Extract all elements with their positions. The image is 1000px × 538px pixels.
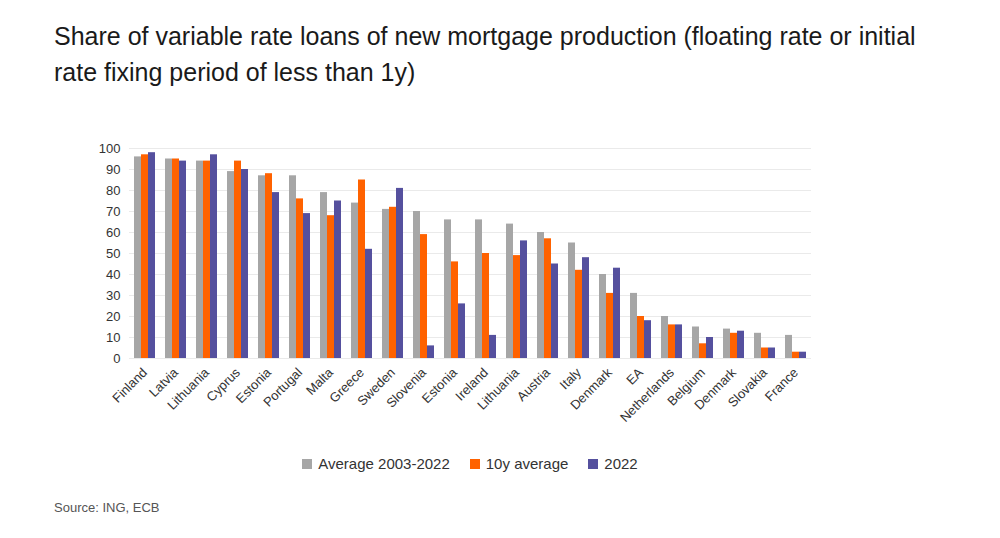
svg-text:Slovakia: Slovakia — [725, 364, 771, 410]
html-text:2022: 2022 — [604, 455, 638, 472]
html-text:Source: ING, ECB: Source: ING, ECB — [54, 500, 160, 515]
svg-text:Denmark: Denmark — [567, 364, 615, 412]
svg-text:30: 30 — [106, 288, 120, 303]
svg-text:Lithuania: Lithuania — [474, 364, 522, 412]
svg-text:0: 0 — [113, 351, 120, 366]
svg-text:Portugal: Portugal — [260, 365, 305, 410]
svg-text:50: 50 — [106, 246, 120, 261]
svg-text:France: France — [762, 365, 801, 404]
svg-text:Cyprus: Cyprus — [203, 364, 244, 405]
svg-text:Slovenia: Slovenia — [383, 364, 429, 410]
svg-text:EA: EA — [623, 365, 646, 388]
svg-text:Italy: Italy — [556, 364, 585, 393]
svg-text:90: 90 — [106, 162, 120, 177]
svg-text:100: 100 — [99, 141, 121, 156]
html-text:10y average: 10y average — [485, 455, 569, 472]
svg-text:Denmark: Denmark — [691, 364, 740, 413]
svg-text:Sweden: Sweden — [354, 364, 399, 409]
svg-text:Austria: Austria — [514, 364, 554, 404]
html-text:Average 2003-2022: Average 2003-2022 — [318, 455, 450, 472]
svg-text:Belgium: Belgium — [664, 364, 709, 409]
svg-text:Ireland: Ireland — [452, 364, 492, 404]
svg-text:Lithuania: Lithuania — [164, 364, 212, 412]
svg-text:80: 80 — [106, 183, 120, 198]
svg-text:Finland: Finland — [109, 365, 150, 406]
svg-text:Latvia: Latvia — [145, 364, 182, 400]
html-text:Share of variable rate loans o: Share of variable rate loans of new mort… — [54, 22, 916, 86]
svg-text:70: 70 — [106, 204, 120, 219]
svg-text:Estonia: Estonia — [419, 364, 461, 406]
svg-text:20: 20 — [106, 309, 120, 324]
svg-text:10: 10 — [106, 330, 120, 345]
svg-text:60: 60 — [106, 225, 120, 240]
svg-text:Estonia: Estonia — [232, 364, 275, 407]
svg-text:40: 40 — [106, 267, 120, 282]
svg-text:Netherlands: Netherlands — [616, 364, 678, 425]
svg-text:Malta: Malta — [303, 364, 337, 398]
svg-text:Greece: Greece — [326, 364, 368, 406]
